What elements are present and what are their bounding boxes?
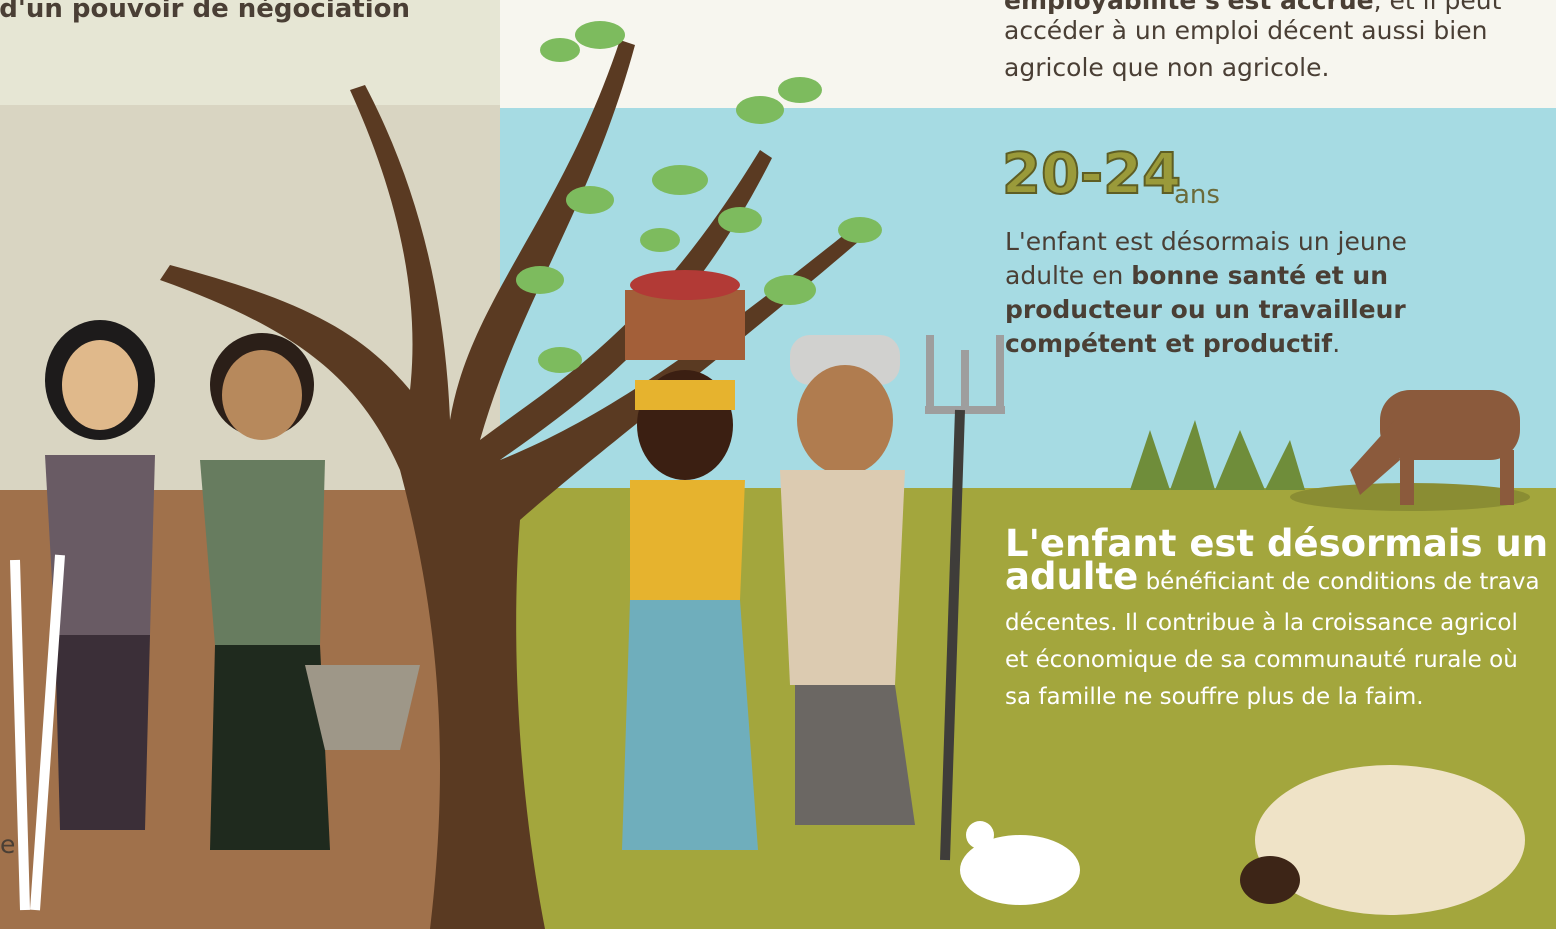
illustration-shape — [718, 207, 762, 233]
paragraph-line: adulte en bonne santé et un — [1005, 259, 1388, 293]
illustration-shape — [62, 340, 138, 430]
top-line: accéder à un emploi décent aussi bien — [1004, 14, 1487, 48]
bold-text: bonne santé et un — [1131, 261, 1388, 290]
paragraph-line: producteur ou un travailleur — [1005, 293, 1406, 327]
bold-text: employabilité s'est accrue — [1004, 0, 1374, 15]
illustration-shape — [55, 635, 150, 830]
illustration-shape — [838, 217, 882, 243]
adult-line: adulte bénéficiant de conditions de trav… — [1005, 560, 1540, 599]
illustration-shape — [575, 21, 625, 49]
adult-heading: adulte — [1005, 555, 1138, 598]
adult-line: sa famille ne souffre plus de la faim. — [1005, 680, 1424, 714]
illustration-shape — [780, 470, 905, 685]
edge-text: e — [0, 828, 15, 862]
illustration-shape — [222, 350, 302, 440]
text: , et il peut — [1374, 0, 1502, 15]
illustration-shape — [652, 165, 708, 195]
illustration-shape — [1240, 856, 1300, 904]
illustration-shape — [797, 365, 893, 475]
illustration-shape — [635, 380, 735, 410]
illustration-shape — [540, 38, 580, 62]
adult-line: décentes. Il contribue à la croissance a… — [1005, 606, 1518, 640]
left-text: e et d'un pouvoir de négociation — [0, 0, 410, 26]
paragraph-line: compétent et productif. — [1005, 327, 1340, 361]
illustration-shape — [764, 275, 816, 305]
illustration-shape — [640, 228, 680, 252]
illustration-shape — [1500, 450, 1514, 505]
illustration-shape — [45, 455, 155, 635]
paragraph-line: L'enfant est désormais un jeune — [1005, 225, 1407, 259]
illustration-shape — [630, 270, 740, 300]
text: . — [1332, 329, 1340, 358]
age-unit: ans — [1174, 178, 1220, 212]
text: bénéficiant de conditions de trava — [1138, 569, 1539, 595]
illustration-shape — [736, 96, 784, 124]
illustration-shape — [538, 347, 582, 373]
illustration — [0, 0, 1556, 929]
age: 20-24 — [1002, 140, 1181, 210]
illustration-shape — [200, 460, 325, 645]
illustration-shape — [1380, 390, 1520, 460]
illustration-shape — [1400, 450, 1414, 505]
page: {"left_panel": {"text": "e et d'un pouvo… — [0, 0, 1556, 929]
illustration-shape — [566, 186, 614, 214]
illustration-shape — [795, 685, 915, 825]
text: adulte en — [1005, 261, 1131, 290]
adult-line: et économique de sa communauté rurale où — [1005, 643, 1518, 677]
illustration-shape — [622, 600, 758, 850]
bold-text: compétent et productif — [1005, 329, 1332, 358]
top-line: agricole que non agricole. — [1004, 51, 1329, 85]
illustration-shape — [625, 290, 745, 360]
illustration-shape — [966, 821, 994, 849]
illustration-shape — [630, 480, 745, 600]
illustration-shape — [516, 266, 564, 294]
illustration-shape — [778, 77, 822, 103]
illustration-shape — [305, 665, 420, 750]
